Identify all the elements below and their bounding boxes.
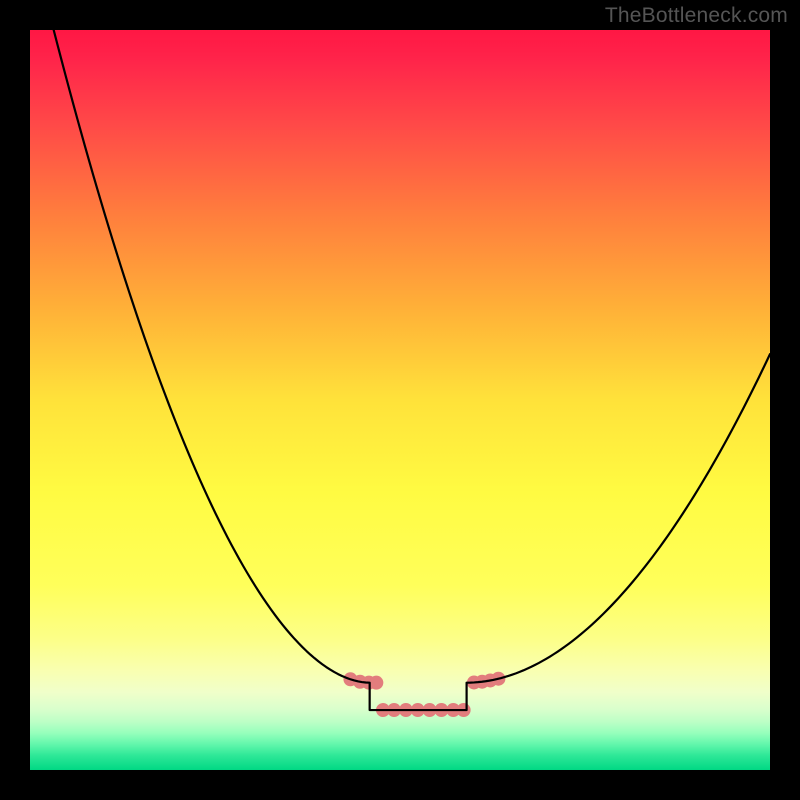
watermark-text: TheBottleneck.com [605,4,788,28]
curve-dot [369,676,383,690]
plot-area [30,30,770,770]
chart-background [30,30,770,770]
outer-frame: TheBottleneck.com [0,0,800,800]
bottleneck-chart [30,30,770,770]
